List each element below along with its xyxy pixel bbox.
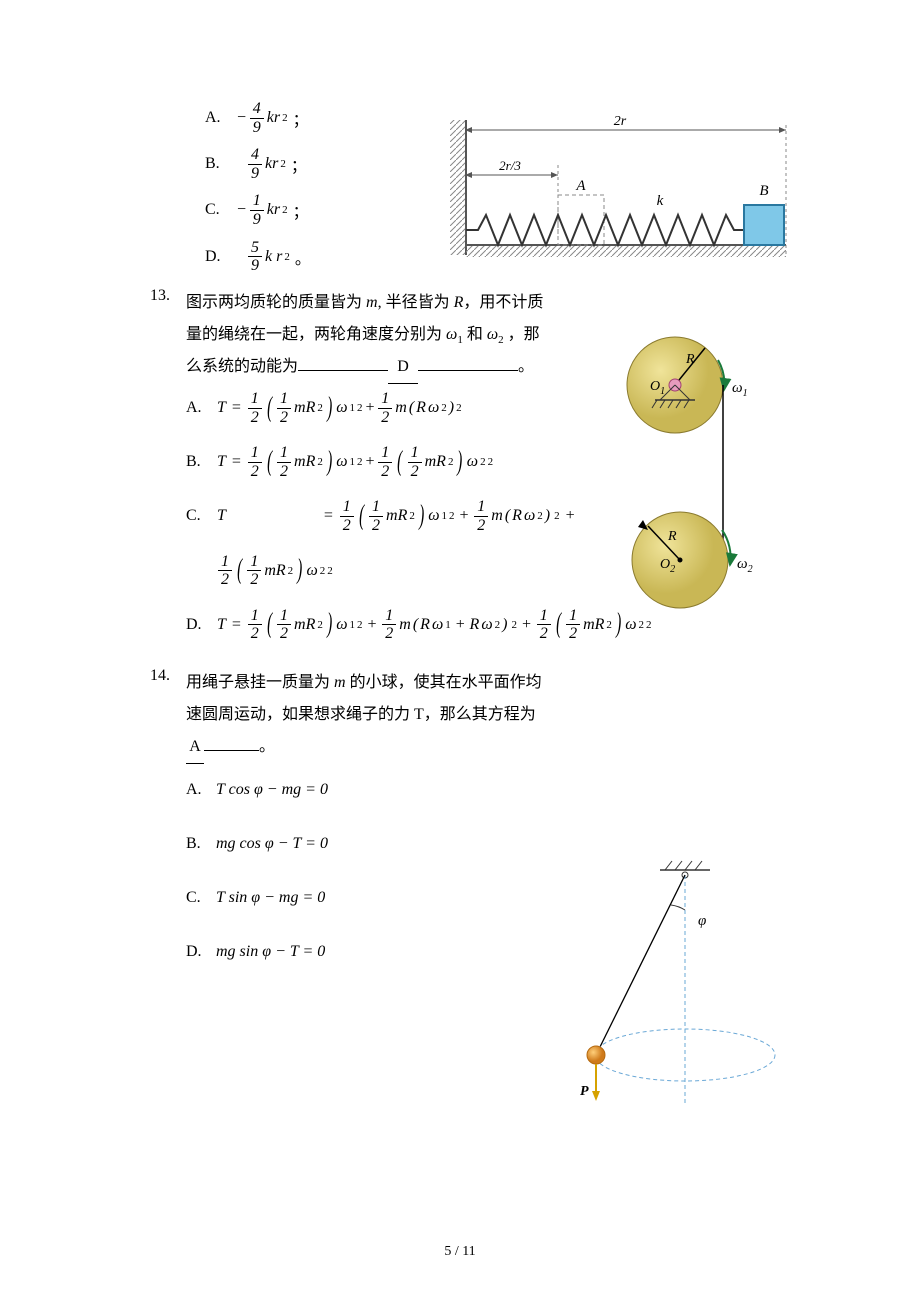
svg-text:R: R bbox=[685, 352, 695, 367]
q13-line1: 图示两均质轮的质量皆为 m, 半径皆为 R，用不计质 bbox=[186, 287, 800, 319]
svg-text:A: A bbox=[575, 178, 586, 194]
opt-label: D. bbox=[205, 248, 235, 266]
q14-opt-A: A. T cos φ − mg = 0 bbox=[186, 774, 800, 806]
q13-pulleys-figure: R O1 ω1 R O2 ω2 bbox=[600, 330, 790, 630]
svg-text:ω2: ω2 bbox=[737, 556, 753, 575]
svg-text:ω1: ω1 bbox=[732, 380, 748, 399]
q14-line1: 用绳子悬挂一质量为 m 的小球，使其在水平面作均 bbox=[186, 667, 800, 699]
opt-label: B. bbox=[205, 155, 235, 173]
q12-spring-figure: 2r 2r/3 A k B bbox=[450, 100, 790, 270]
svg-text:φ: φ bbox=[698, 913, 706, 929]
opt-label: A. bbox=[205, 109, 235, 127]
svg-text:k: k bbox=[657, 193, 664, 209]
svg-text:B: B bbox=[759, 183, 768, 199]
svg-text:2r: 2r bbox=[614, 114, 627, 129]
svg-text:2r/3: 2r/3 bbox=[499, 158, 521, 173]
page-footer: 5 / 11 bbox=[0, 1244, 920, 1260]
q13-num: 13. bbox=[150, 287, 186, 305]
q14-line3: A。 bbox=[186, 731, 800, 764]
svg-text:P: P bbox=[580, 1084, 589, 1099]
opt-label: C. bbox=[205, 201, 235, 219]
svg-text:R: R bbox=[667, 529, 677, 544]
q14-line2: 速圆周运动，如果想求绳子的力 T，那么其方程为 bbox=[186, 699, 800, 731]
q14-pendulum-figure: φ P bbox=[550, 855, 780, 1115]
q14-num: 14. bbox=[150, 667, 186, 685]
